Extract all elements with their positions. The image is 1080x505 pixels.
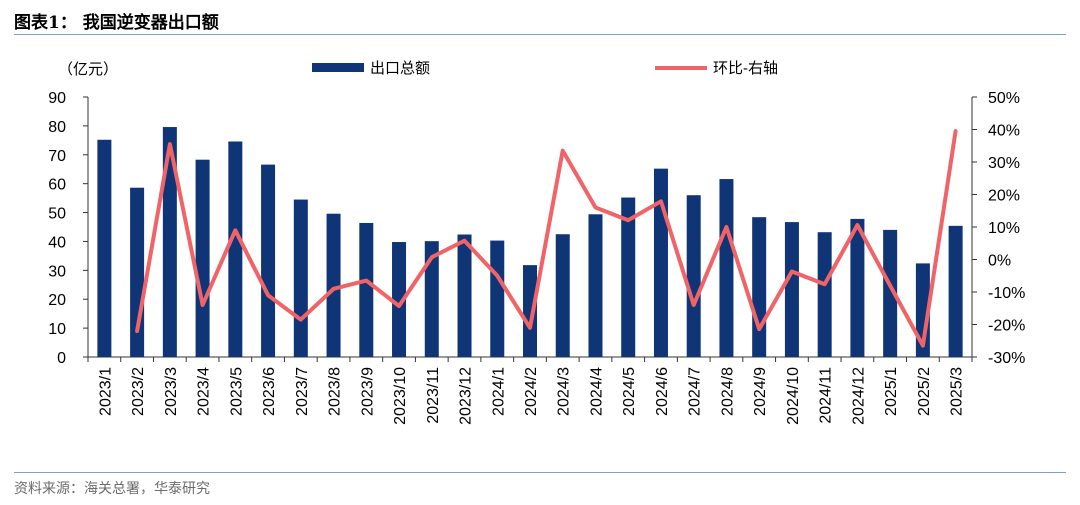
bar <box>457 234 472 357</box>
x-tick-label: 2024/8 <box>719 367 736 416</box>
x-tick-label: 2023/11 <box>425 367 442 424</box>
bar <box>424 241 439 357</box>
x-tick-label: 2023/9 <box>359 367 376 416</box>
legend: 出口总额 环比-右轴 <box>312 60 778 77</box>
bar <box>850 218 865 357</box>
legend-line-label: 环比-右轴 <box>713 60 778 77</box>
bar <box>588 214 603 357</box>
x-tick-label: 2023/4 <box>196 367 213 416</box>
x-tick-label: 2023/2 <box>130 367 147 416</box>
x-tick-label: 2023/5 <box>228 367 245 416</box>
x-tick-label: 2024/1 <box>490 367 507 416</box>
left-tick-label: 20 <box>48 292 66 309</box>
bar <box>293 199 308 357</box>
x-tick-label: 2025/1 <box>883 367 900 416</box>
bar <box>719 179 734 357</box>
x-tick-label: 2024/9 <box>752 367 769 416</box>
figure-title: 图表1： 我国逆变器出口额 <box>14 13 219 33</box>
left-tick-label: 40 <box>48 234 66 251</box>
bar <box>392 242 407 357</box>
bar <box>326 213 341 357</box>
x-tick-label: 2023/10 <box>392 367 409 425</box>
right-tick-label: 10% <box>988 220 1020 237</box>
right-tick-label: -30% <box>988 350 1025 367</box>
bar <box>948 225 963 357</box>
top-divider <box>14 34 1066 35</box>
x-tick-label: 2023/7 <box>294 367 311 416</box>
left-tick-label: 80 <box>48 119 66 136</box>
bar <box>621 197 636 357</box>
x-tick-label: 2024/12 <box>850 367 867 425</box>
left-tick-label: 10 <box>48 321 66 338</box>
x-tick-label: 2024/3 <box>556 367 573 416</box>
x-tick-label: 2023/6 <box>261 367 278 416</box>
left-tick-label: 90 <box>48 90 66 107</box>
x-tick-label: 2023/1 <box>97 367 114 416</box>
right-tick-label: 40% <box>988 123 1020 140</box>
x-tick-label: 2024/5 <box>621 367 638 416</box>
bar <box>686 195 701 357</box>
x-tick-label: 2024/4 <box>588 367 605 416</box>
right-tick-label: -20% <box>988 318 1025 335</box>
left-tick-label: 50 <box>48 206 66 223</box>
chart: （亿元） 出口总额 环比-右轴 0 10 20 30 40 50 60 70 80 90 -30% -… <box>48 60 1025 425</box>
bar <box>359 222 374 357</box>
bar <box>228 141 243 357</box>
right-tick-label: -10% <box>988 285 1025 302</box>
bar <box>195 159 210 357</box>
x-tick-label: 2024/11 <box>818 367 835 424</box>
right-tick-label: 30% <box>988 155 1020 172</box>
source-note: 资料来源：海关总署，华泰研究 <box>14 481 210 497</box>
x-tick-label: 2024/2 <box>523 367 540 416</box>
x-tick-label: 2023/8 <box>327 367 344 416</box>
left-axis-unit: （亿元） <box>58 61 118 78</box>
bar <box>490 240 505 357</box>
bar <box>97 139 112 357</box>
x-tick-label: 2023/12 <box>458 367 475 425</box>
right-tick-label: 20% <box>988 188 1020 205</box>
x-tick-label: 2023/3 <box>163 367 180 416</box>
left-tick-label: 60 <box>48 177 66 194</box>
legend-bar-label: 出口总额 <box>370 60 430 77</box>
plot-area: 0 10 20 30 40 50 60 70 80 90 -30% -20% -10% 0% 10% 20% 3… <box>48 90 1025 425</box>
left-tick-label: 30 <box>48 263 66 280</box>
bar <box>883 229 898 357</box>
mom-line <box>135 129 958 348</box>
right-tick-label: 0% <box>988 253 1011 270</box>
x-tick-label: 2025/2 <box>916 367 933 416</box>
bar <box>784 222 799 357</box>
bottom-divider <box>14 472 1066 473</box>
x-tick-label: 2025/3 <box>949 367 966 416</box>
right-tick-label: 50% <box>988 90 1020 107</box>
bar <box>653 168 668 357</box>
legend-bar-swatch <box>312 63 364 72</box>
bar <box>752 217 767 357</box>
left-tick-label: 0 <box>57 350 66 367</box>
bar <box>555 234 570 357</box>
bar <box>261 164 276 357</box>
bar <box>817 232 832 357</box>
x-tick-label: 2024/6 <box>654 367 671 416</box>
left-tick-label: 70 <box>48 148 66 165</box>
x-tick-label: 2024/7 <box>687 367 704 416</box>
bar <box>523 265 537 357</box>
bar <box>162 127 177 358</box>
x-tick-label: 2024/10 <box>785 367 802 425</box>
